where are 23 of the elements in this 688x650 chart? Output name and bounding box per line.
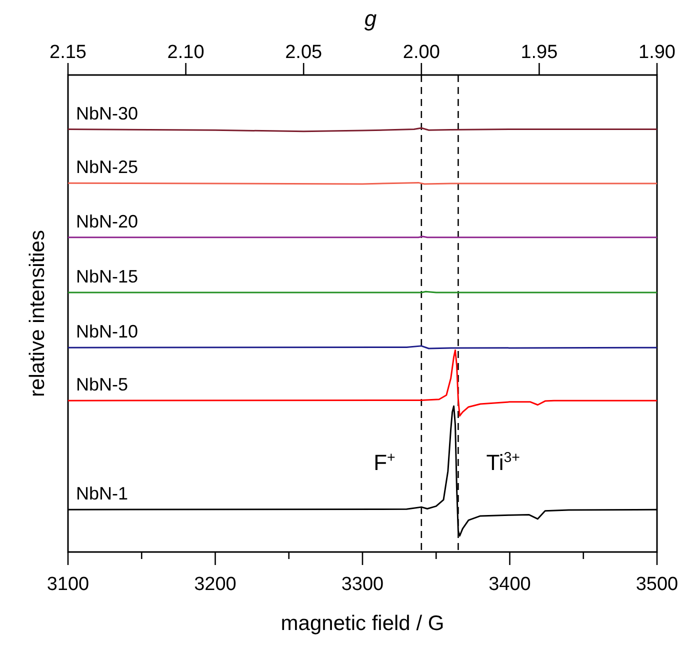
x2-tick-label: 2.15 — [50, 42, 86, 63]
ref-line-label: Ti$^{3+}$ — [486, 450, 520, 475]
x2-tick-label: 2.00 — [402, 42, 440, 63]
series-label: NbN-1 — [76, 484, 128, 504]
x-tick-label: 3200 — [194, 574, 236, 595]
x-tick-label: 3300 — [341, 574, 384, 595]
x-tick-label: 3400 — [488, 574, 531, 595]
x2-tick-label: 2.05 — [285, 42, 322, 63]
x2-tick-label: 1.90 — [638, 42, 676, 63]
series-label: NbN-15 — [76, 266, 138, 287]
ref-line-label: F$^{+}$ — [374, 450, 396, 475]
x2-tick-label: 2.10 — [167, 42, 204, 63]
series-label: NbN-10 — [76, 322, 138, 342]
x-tick-label: 3500 — [636, 574, 678, 595]
x2-axis-title: g — [364, 6, 378, 31]
series-label: NbN-30 — [76, 103, 138, 124]
x-tick-label: 3100 — [46, 574, 90, 595]
series-label: NbN-20 — [76, 211, 138, 232]
x-axis-title: magnetic field / G — [280, 612, 444, 635]
series-label: NbN-5 — [76, 374, 128, 395]
series-label: NbN-25 — [76, 157, 138, 178]
x2-tick-label: 1.95 — [520, 42, 558, 63]
y-axis-title: relative intensities — [26, 230, 49, 397]
